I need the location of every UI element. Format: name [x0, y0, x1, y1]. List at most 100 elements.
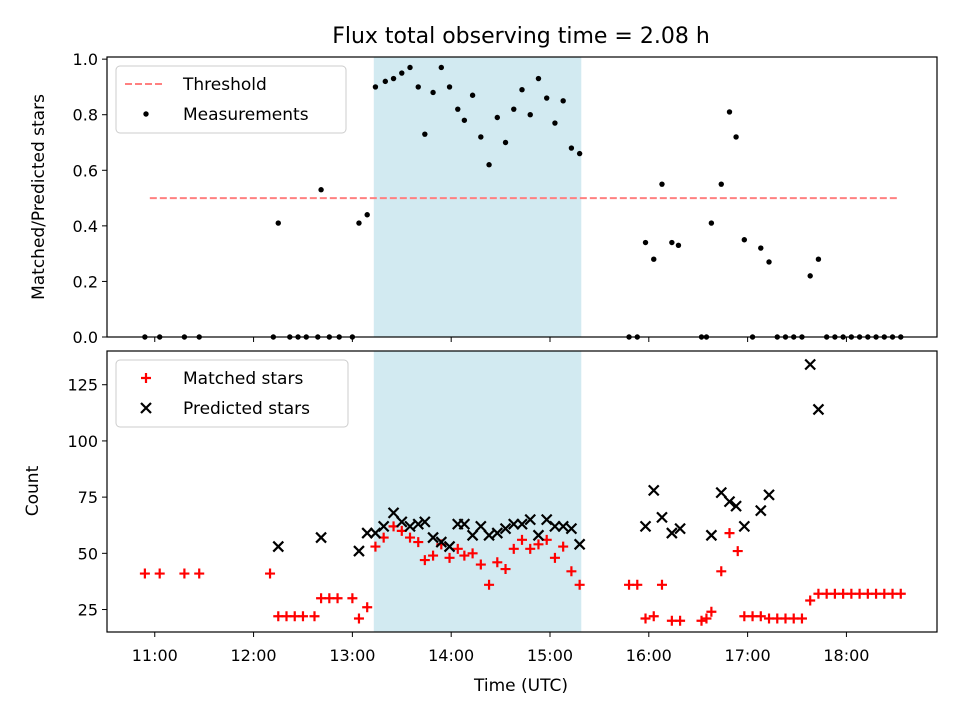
bottom-axes-frame: [106, 350, 938, 633]
matched-star-point: [475, 559, 486, 570]
matched-star-point: [492, 557, 503, 568]
measurement-point: [415, 84, 421, 90]
predicted-star-point: [361, 527, 373, 539]
measurement-point: [318, 187, 324, 193]
matched-star-point: [459, 550, 470, 561]
matched-star-point: [574, 579, 585, 590]
top-y-tick-label: 0.2: [73, 272, 98, 291]
matched-star-point: [370, 541, 381, 552]
matched-star-point: [716, 566, 727, 577]
top-axes-frame: [106, 56, 938, 338]
predicted-star-point: [507, 518, 520, 530]
predicted-star-point: [755, 504, 767, 517]
top-y-tick-label: 1.0: [73, 50, 98, 69]
x-tick-label: 14:00: [428, 646, 474, 665]
measurement-point: [275, 220, 281, 226]
legend-predicted-swatch: [140, 402, 152, 414]
bottom-y-tick-label: 50: [78, 544, 98, 563]
matched-star-point: [405, 532, 416, 543]
predicted-star-point: [475, 520, 487, 533]
matched-star-point: [805, 595, 816, 606]
predicted-star-point: [419, 516, 431, 528]
x-axis-label: Time (UTC): [473, 676, 568, 696]
predicted-star-point: [315, 531, 327, 544]
top-y-axis-label: Matched/Predicted stars: [29, 94, 49, 300]
matched-star-point: [332, 593, 343, 604]
measurement-point: [390, 75, 397, 82]
top-y-tick-label: 0.8: [73, 106, 98, 125]
chart-title: Flux total observing time = 2.08 h: [332, 24, 710, 49]
predicted-star-point: [666, 527, 678, 539]
predicted-star-point: [404, 520, 416, 533]
matched-star-point: [444, 552, 455, 563]
measurement-point: [651, 256, 657, 262]
matched-star-point: [154, 568, 165, 579]
measurement-point: [511, 106, 517, 112]
matched-star-point: [706, 606, 717, 617]
bottom-panel: Count Time (UTC) 25 50 75 100 125 11:00 12:00 1…: [23, 350, 938, 696]
measurement-point: [535, 75, 542, 82]
predicted-star-point: [443, 540, 456, 553]
matched-star-point: [362, 602, 373, 613]
predicted-star-point: [549, 520, 561, 533]
matched-star-point: [353, 613, 364, 624]
matched-star-point: [566, 566, 577, 577]
measurement-point: [399, 70, 405, 76]
bottom-legend: Matched stars Predicted stars: [115, 359, 349, 428]
measurement-point: [552, 120, 558, 126]
predicted-star-point: [396, 516, 408, 528]
matched-star-point: [558, 541, 569, 552]
measurement-point: [766, 259, 772, 265]
matched-star-point: [525, 543, 536, 554]
top-shaded-span: [373, 57, 582, 337]
top-legend-label: Measurements: [183, 105, 309, 125]
top-y-tick-label: 0.0: [73, 328, 98, 347]
matched-star-point: [419, 555, 430, 566]
bottom-legend-label: Matched stars: [183, 369, 303, 389]
top-legend-label: Threshold: [182, 75, 267, 95]
measurement-point: [455, 106, 461, 112]
matched-star-point: [675, 615, 686, 626]
measurement-point: [382, 78, 389, 85]
top-legend-box: [115, 65, 347, 134]
measurement-point: [642, 239, 649, 246]
bottom-legend-label: Predicted stars: [183, 399, 310, 419]
measurement-point: [407, 64, 413, 71]
predicted-star-point: [573, 538, 586, 551]
matched-star-point: [648, 611, 659, 622]
measurement-point: [669, 239, 675, 246]
top-legend: Threshold Measurements: [115, 65, 347, 134]
bottom-y-tick-label: 100: [67, 432, 98, 451]
matched-star-point: [508, 543, 519, 554]
matched-star-point: [696, 615, 707, 626]
matched-star-point: [484, 579, 495, 590]
predicted-star-point: [272, 540, 285, 553]
measurement-point: [758, 245, 764, 251]
top-y-tick-label: 0.6: [73, 161, 98, 180]
predicted-star-point: [427, 531, 439, 544]
matched-star-point: [500, 564, 511, 575]
predicted-star-point: [705, 529, 718, 542]
measurement-point: [576, 150, 583, 157]
predicted-star-point: [674, 522, 686, 535]
matched-star-point: [179, 568, 190, 579]
predicted-star-point: [532, 529, 545, 542]
matched-star-point: [549, 552, 560, 563]
predicted-star-point: [458, 518, 471, 530]
predicted-star-point: [812, 403, 825, 416]
predicted-star-point: [656, 511, 668, 524]
x-tick-label: 15:00: [527, 646, 573, 665]
predicted-star-point: [466, 529, 479, 542]
measurement-point: [815, 256, 822, 262]
measurement-point: [568, 145, 575, 151]
matched-star-point: [724, 528, 735, 539]
measurement-point: [469, 92, 476, 98]
measurement-point: [733, 134, 739, 140]
measurement-point: [364, 212, 370, 218]
measurement-point: [718, 181, 724, 187]
matched-star-point: [732, 546, 743, 557]
predicted-star-point: [565, 522, 578, 535]
predicted-star-point: [639, 520, 652, 533]
predicted-star-point: [730, 500, 742, 512]
